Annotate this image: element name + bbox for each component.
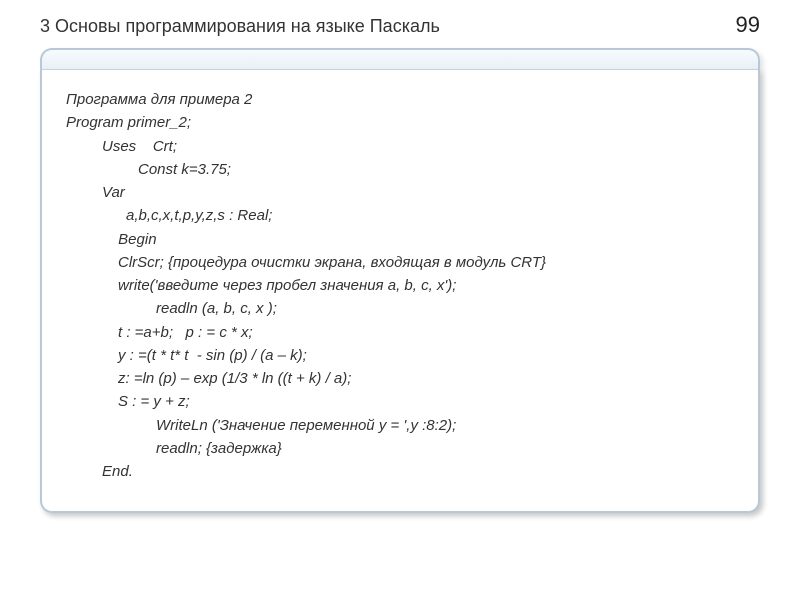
code-box-header-bar [40,48,760,70]
code-line: t : =a+b; p : = c * x; [66,321,734,344]
code-box-wrapper: Программа для примера 2Program primer_2;… [40,48,760,513]
code-line: S : = y + z; [66,390,734,413]
code-line: Begin [66,228,734,251]
code-line: Uses Crt; [66,135,734,158]
code-line: readln; {задержка} [66,437,734,460]
code-line: Var [66,181,734,204]
page-header: 3 Основы программирования на языке Паска… [40,12,760,38]
code-line: write('введите через пробел значения a, … [66,274,734,297]
code-line: ClrScr; {процедура очистки экрана, входя… [66,251,734,274]
code-line: Const k=3.75; [66,158,734,181]
code-line: y : =(t * t* t - sin (p) / (a – k); [66,344,734,367]
code-line: WriteLn ('Значение переменной у = ',у :8… [66,414,734,437]
code-line: z: =ln (p) – exp (1/3 * ln ((t + k) / a)… [66,367,734,390]
code-line: Программа для примера 2 [66,88,734,111]
code-line: Program primer_2; [66,111,734,134]
code-box: Программа для примера 2Program primer_2;… [40,70,760,513]
code-line: a,b,c,x,t,p,y,z,s : Real; [66,204,734,227]
code-line: End. [66,460,734,483]
code-content: Программа для примера 2Program primer_2;… [66,88,734,483]
code-line: readln (a, b, c, x ); [66,297,734,320]
chapter-title: 3 Основы программирования на языке Паска… [40,16,440,37]
page-number: 99 [736,12,760,38]
